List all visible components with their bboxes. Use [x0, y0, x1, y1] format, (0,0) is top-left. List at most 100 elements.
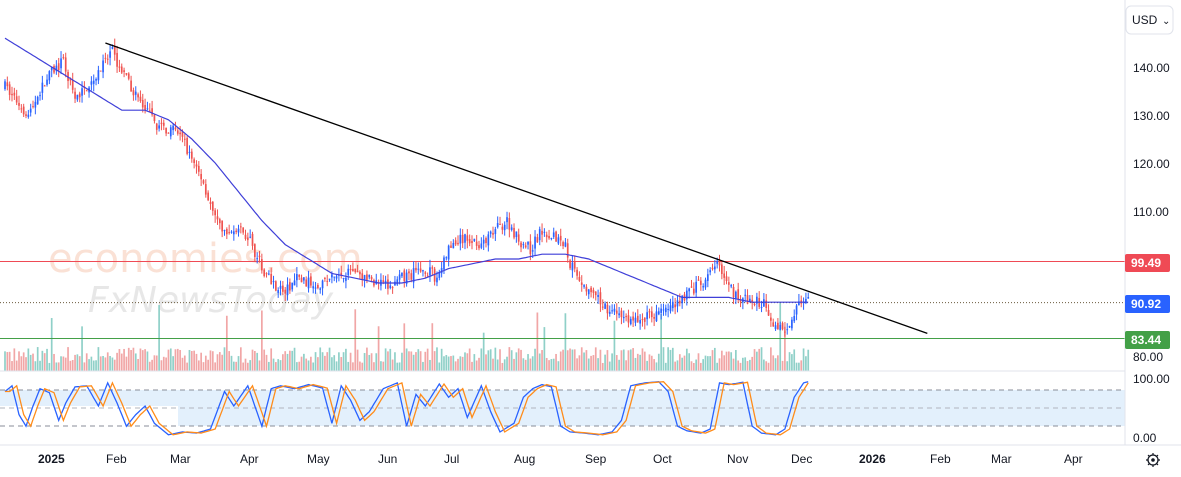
trendline — [105, 42, 928, 335]
candle-body — [293, 280, 296, 286]
volume-bar — [753, 349, 756, 371]
volume-bar — [218, 352, 221, 371]
volume-bar — [165, 357, 167, 371]
volume-bar — [732, 358, 735, 371]
candle-body — [671, 301, 674, 309]
stoch-k-line — [4, 381, 809, 436]
candle-body — [130, 80, 132, 92]
candle-body — [169, 127, 172, 137]
volume-bar — [450, 356, 452, 371]
volume-bar — [78, 356, 81, 371]
candle-body — [611, 310, 613, 312]
volume-bar — [791, 354, 793, 371]
gear-icon[interactable] — [1146, 453, 1160, 467]
candle-body — [620, 310, 623, 318]
candle-body — [433, 268, 436, 282]
candle-body — [389, 285, 392, 288]
candle-body — [566, 243, 569, 258]
volume-bar — [401, 352, 403, 371]
volume-bar — [223, 347, 226, 371]
candle-body — [419, 268, 422, 272]
candle-body — [55, 65, 58, 72]
volume-bar — [333, 355, 336, 371]
candle-body — [639, 320, 641, 324]
candle-body — [725, 276, 728, 282]
volume-bar — [305, 358, 308, 371]
candle-body — [78, 93, 81, 98]
candle-body — [732, 286, 735, 298]
candle-body — [510, 227, 513, 230]
volume-bar — [300, 356, 303, 371]
candle-body — [735, 291, 737, 299]
volume-bar — [340, 357, 343, 371]
candle-body — [746, 295, 749, 304]
candle-body — [8, 84, 11, 95]
candle-body — [667, 308, 669, 310]
candle-body — [545, 234, 548, 238]
volume-bar — [756, 351, 758, 371]
volume-bar — [289, 350, 291, 371]
time-label-mar-2026: Mar — [991, 452, 1012, 466]
volume-bar — [27, 348, 30, 371]
volume-bar — [412, 354, 415, 371]
volume-bar — [431, 323, 434, 371]
volume-bar — [482, 332, 485, 371]
volume-bar — [641, 348, 644, 371]
candle-body — [36, 96, 39, 105]
volume-bar — [190, 350, 193, 371]
candle-body — [221, 220, 224, 232]
candle-body — [517, 234, 520, 242]
volume-bar — [471, 361, 473, 371]
candle-body — [81, 88, 83, 96]
volume-bar — [193, 350, 195, 371]
volume-bar — [415, 352, 417, 371]
volume-bar — [800, 360, 803, 371]
support-price-tag: 83.44 — [1125, 331, 1170, 349]
volume-bar — [601, 362, 604, 371]
candle-body — [48, 71, 51, 81]
candle-body — [106, 58, 109, 60]
candle-body — [102, 60, 104, 73]
volume-bar — [774, 358, 777, 371]
volume-bar — [534, 348, 536, 371]
candle-body — [347, 268, 350, 276]
volume-bar — [489, 349, 492, 371]
candle-body — [387, 279, 389, 289]
volume-bar — [459, 356, 462, 371]
candle-body — [118, 66, 121, 68]
volume-bar — [422, 361, 424, 371]
volume-bar — [576, 358, 578, 371]
candle-body — [492, 232, 494, 235]
candle-body — [653, 317, 655, 319]
candle-body — [531, 250, 534, 252]
volume-bar — [763, 359, 765, 371]
candle-body — [249, 236, 252, 238]
volume-bar — [97, 347, 100, 371]
candle-body — [784, 331, 786, 333]
candle-body — [256, 258, 259, 260]
volume-bar — [239, 347, 242, 371]
candle-body — [475, 241, 478, 246]
candle-body — [244, 234, 247, 239]
candle-body — [76, 94, 79, 100]
price-tick-80: 80.00 — [1133, 350, 1163, 364]
candle-body — [405, 272, 408, 284]
price-axis[interactable]: USD ⌄ 140.00 130.00 120.00 110.00 80.00 … — [1125, 5, 1174, 445]
volume-bar — [746, 361, 749, 371]
candle-body — [22, 106, 25, 115]
candle-body — [625, 316, 627, 318]
time-axis[interactable]: 2025 Feb Mar Apr May Jun Jul Aug Sep Oct… — [38, 452, 1083, 466]
candle-body — [200, 173, 202, 180]
volume-bar — [606, 350, 609, 371]
volume-bar — [195, 353, 198, 371]
currency-selector[interactable] — [1125, 5, 1174, 35]
volume-bar — [739, 362, 742, 371]
volume-bar — [667, 347, 669, 371]
candle-body — [552, 232, 555, 237]
volume-bar — [781, 360, 784, 371]
volume-bar — [713, 347, 716, 371]
watermark-economies: economies.com — [48, 236, 363, 282]
candle-body — [183, 138, 186, 140]
candle-body — [585, 286, 588, 292]
volume-bar — [4, 351, 6, 371]
